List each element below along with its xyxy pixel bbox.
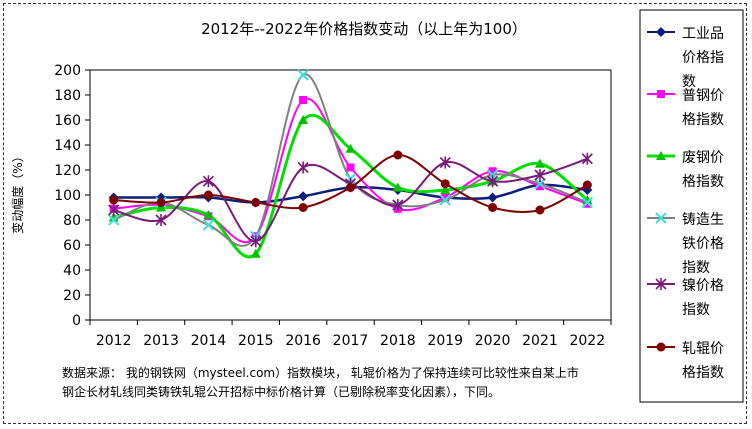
- data-point: [298, 115, 309, 124]
- series-layer: [107, 69, 594, 259]
- legend-item-3: 废钢价格指数: [647, 150, 724, 190]
- legend-label: 废钢价格指数: [682, 150, 724, 190]
- plot-area: [89, 69, 612, 321]
- data-source-note: 数据来源： 我的钢铁网（mysteel.com）指数模块， 轧辊价格为了保持连续…: [62, 364, 642, 402]
- x-tick-label: 2012: [96, 333, 132, 349]
- legend-item-2: 普钢价格指数: [647, 88, 724, 128]
- legend-swatch-marker: [656, 342, 666, 352]
- data-point: [488, 167, 497, 176]
- series-4: [107, 69, 594, 247]
- x-axis: 2012 2013 2014 2015 2016 2017 2018 2019 2020 2021…: [89, 320, 612, 349]
- data-point: [535, 205, 545, 215]
- legend-swatch-marker: [656, 151, 666, 160]
- x-tick-label: 2021: [522, 333, 558, 349]
- data-point: [534, 158, 545, 168]
- data-point: [345, 143, 356, 153]
- legend-swatch-marker: [657, 90, 665, 98]
- data-point: [297, 69, 309, 81]
- legend-item-6: 轧辊价格指数: [647, 341, 724, 381]
- data-point: [203, 210, 214, 219]
- data-point: [392, 182, 403, 192]
- x-tick-label: 2017: [333, 333, 369, 349]
- legend-item-4: 铸造生铁价格指数: [647, 212, 724, 276]
- data-point: [439, 156, 451, 169]
- data-point: [441, 193, 450, 202]
- y-axis: 0 20 40 60 80 100 120 140 160 180 200: [54, 63, 90, 329]
- legend-item-1: 工业品价格指数: [647, 26, 724, 90]
- data-source-line-1: 数据来源： 我的钢铁网（mysteel.com）指数模块， 轧辊价格为了保持连续…: [62, 366, 579, 380]
- data-point: [487, 192, 498, 203]
- y-tick-label: 140: [54, 138, 81, 154]
- x-tick-label: 2015: [238, 333, 274, 349]
- y-tick-label: 200: [54, 63, 81, 79]
- data-point: [107, 214, 120, 226]
- x-tick-label: 2014: [191, 333, 227, 349]
- y-tick-label: 160: [54, 113, 81, 129]
- y-tick-label: 40: [63, 263, 81, 279]
- data-point: [297, 161, 309, 174]
- legend-swatch-marker: [655, 212, 667, 224]
- data-point: [393, 150, 403, 160]
- x-tick-label: 2013: [143, 333, 179, 349]
- x-tick-label: 2020: [475, 333, 511, 349]
- data-source-line-2: 钢企长材轧线同类铸铁轧辊公开招标中标价格计算（已剔除税率变化因素），下同。: [62, 385, 501, 399]
- data-point: [534, 178, 546, 190]
- legend-label: 普钢价格指数: [682, 88, 724, 128]
- legend-label: 镍价格指数: [682, 278, 724, 318]
- legend-label: 轧辊价格指数: [682, 341, 724, 381]
- legend-swatch-marker: [656, 27, 666, 37]
- data-point: [392, 199, 404, 211]
- data-point: [298, 191, 309, 202]
- data-point: [299, 96, 308, 104]
- data-point: [298, 203, 308, 212]
- y-tick-label: 120: [54, 163, 81, 179]
- y-tick-label: 20: [63, 288, 81, 304]
- data-point: [346, 163, 355, 172]
- data-point: [440, 179, 450, 189]
- legend-swatch-marker: [655, 278, 667, 290]
- y-tick-label: 80: [63, 213, 81, 229]
- x-tick-label: 2018: [380, 333, 416, 349]
- data-point: [202, 219, 215, 231]
- data-point: [488, 203, 498, 212]
- x-tick-label: 2019: [427, 333, 463, 349]
- legend-label: 铸造生铁价格指数: [682, 212, 724, 276]
- legend-item-5: 镍价格指数: [647, 278, 724, 318]
- data-point: [581, 196, 594, 209]
- data-point: [582, 180, 592, 190]
- data-point: [581, 152, 593, 165]
- data-point: [487, 175, 499, 188]
- y-tick-label: 180: [54, 88, 81, 104]
- y-tick-label: 60: [63, 238, 81, 254]
- series-line: [113, 73, 588, 247]
- y-axis-label: 变动幅度（%）: [10, 150, 25, 233]
- x-tick-label: 2016: [285, 333, 321, 349]
- legend-label: 工业品价格指数: [682, 26, 724, 90]
- chart-frame: [3, 3, 747, 424]
- x-tick-label: 2022: [569, 333, 605, 349]
- data-point: [439, 194, 451, 206]
- y-tick-label: 100: [54, 188, 81, 204]
- data-point: [534, 169, 546, 181]
- data-point: [535, 182, 544, 191]
- legend: [639, 9, 744, 403]
- data-point: [156, 198, 166, 207]
- data-point: [108, 204, 120, 216]
- data-point: [155, 214, 167, 226]
- data-point: [440, 185, 451, 194]
- data-point: [250, 248, 261, 258]
- data-point: [346, 183, 355, 192]
- data-point: [202, 175, 214, 188]
- chart-title: 2012年--2022年价格指数变动（以上年为100）: [201, 20, 527, 38]
- data-point: [109, 195, 119, 205]
- data-point: [251, 198, 261, 207]
- series-6: [109, 150, 592, 215]
- data-point: [203, 190, 213, 200]
- series-line: [113, 157, 588, 243]
- data-point: [250, 235, 262, 248]
- y-tick-label: 0: [72, 313, 81, 329]
